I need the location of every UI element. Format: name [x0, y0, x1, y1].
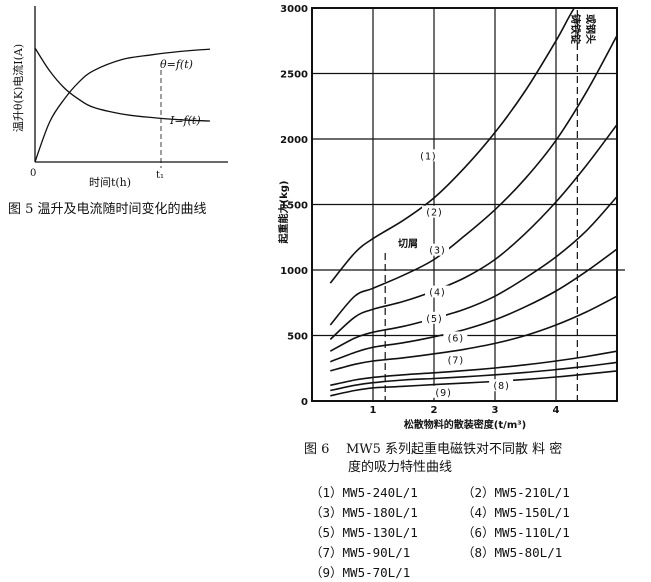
- figure6-caption-line2: 度的吸力特性曲线: [348, 460, 453, 475]
- fig6-curve-label-8: (8): [492, 381, 510, 392]
- legend-item-9: （9）MW5-70L/1: [310, 565, 411, 580]
- annotation-iron-ingot-2: 或钢头: [584, 14, 597, 44]
- fig5-series-theta-line: [34, 48, 211, 163]
- legend-item-5: （5）MW5-130L/1: [310, 525, 418, 540]
- fig6-series-line-9: [330, 370, 617, 397]
- legend-item-7: （7）MW5-90L/1: [310, 545, 411, 560]
- fig6-curve-label-7: (7): [446, 356, 464, 367]
- figure5-chart: 温升θ(K)电流I(A) 时间t(h) 0 t₁ θ=f(t) I=f(t): [11, 6, 228, 189]
- legend-item-3: （3）MW5-180L/1: [310, 505, 418, 520]
- fig5-t1-label: t₁: [156, 170, 164, 181]
- legend-item-1: （1）MW5-240L/1: [310, 485, 418, 500]
- annotation-scrap: 切屑: [398, 238, 418, 250]
- fig5-theta-label: θ=f(t): [160, 58, 193, 71]
- fig6-curve-label-bg-8: [489, 379, 514, 392]
- fig6-curve-label-bg-7: [443, 353, 468, 366]
- fig6-series-line-5: [330, 248, 617, 363]
- fig6-series-line-2: [329, 35, 617, 326]
- figure6-chart: (1) (2) (3) (4) (5)(6) (7) (8) (9) 0 500 1000 1500…: [277, 4, 625, 431]
- fig6-curve-label-5: (5): [425, 314, 443, 325]
- figure6-caption: 图 6 MW5 系列起重电磁铁对不同散 料 密 度的吸力特性曲线: [304, 441, 604, 477]
- fig6-ytick-label-1000: 1000: [280, 266, 308, 277]
- fig5-xlabel: 时间t(h): [89, 176, 131, 189]
- fig6-ytick-label-500: 500: [287, 332, 308, 343]
- fig6-xtick-label-3: 3: [492, 405, 499, 416]
- legend-item-8: （8）MW5-80L/1: [462, 545, 563, 560]
- fig6-curve-label-bg-1: [415, 149, 440, 162]
- fig6-curve-label-2: (2): [425, 208, 443, 219]
- figure6-legend: （1）MW5-240L/1 （2）MW5-210L/1 （3）MW5-180L/…: [310, 483, 630, 582]
- fig5-ylabel: 温升θ(K)电流I(A): [11, 44, 25, 132]
- legend-item-2: （2）MW5-210L/1: [462, 485, 570, 500]
- fig6-series-line-7: [330, 350, 617, 387]
- fig6-ytick-label-2000: 2000: [280, 135, 308, 146]
- fig6-curve-label-bg-2: [422, 205, 446, 218]
- legend-item-4: （4）MW5-150L/1: [462, 505, 570, 520]
- fig6-series-line-1: [329, 8, 576, 284]
- fig6-curve-label-bg-9: [431, 385, 456, 398]
- fig6-ytick-label-3000: 3000: [280, 4, 308, 15]
- fig6-series-line-4: [329, 196, 617, 352]
- fig6-curve-label-1: (1): [419, 151, 437, 162]
- fig6-curve-label-bg-5: [422, 311, 446, 324]
- figure6-caption-line1: MW5 系列起重电磁铁对不同散 料 密: [345, 442, 563, 457]
- annotation-iron-ingot-1: 铸铁锭: [569, 14, 582, 44]
- fig6-ylabel: 起重能力(kg): [277, 181, 290, 245]
- fig6-curve-label-bg-3: [425, 243, 450, 256]
- fig6-xtick-label-4: 4: [553, 405, 560, 416]
- fig6-curve-label-9: (9): [434, 388, 452, 399]
- fig6-series-line-8: [330, 361, 617, 392]
- fig6-curve-label-bg-6: [443, 331, 468, 344]
- figure5-caption: 图 5 温升及电流随时间变化的曲线: [8, 202, 207, 217]
- fig6-curve-label-bg-4: [425, 285, 450, 298]
- fig5-current-label: I=f(t): [169, 114, 201, 127]
- fig6-ytick-label-1500: 1500: [280, 201, 308, 212]
- fig6-xtick-label-1: 1: [370, 405, 377, 416]
- fig6-ytick-label-0: 0: [301, 397, 308, 408]
- figure6-caption-number: 图 6: [304, 442, 330, 457]
- fig6-series-line-6: [330, 295, 617, 372]
- fig6-xlabel: 松散物料的散装密度(t/m³): [404, 418, 526, 431]
- fig5-series-current-line: [34, 47, 211, 122]
- fig6-curve-label-4: (4): [428, 288, 446, 299]
- legend-item-6: （6）MW5-110L/1: [462, 525, 570, 540]
- fig6-curve-label-3: (3): [428, 246, 446, 257]
- fig6-ytick-label-2500: 2500: [280, 70, 308, 81]
- fig5-origin-label: 0: [30, 168, 36, 179]
- fig6-xtick-label-2: 2: [431, 405, 438, 416]
- fig6-series-line-3: [329, 124, 617, 340]
- fig6-curve-label-6: (6): [446, 333, 464, 344]
